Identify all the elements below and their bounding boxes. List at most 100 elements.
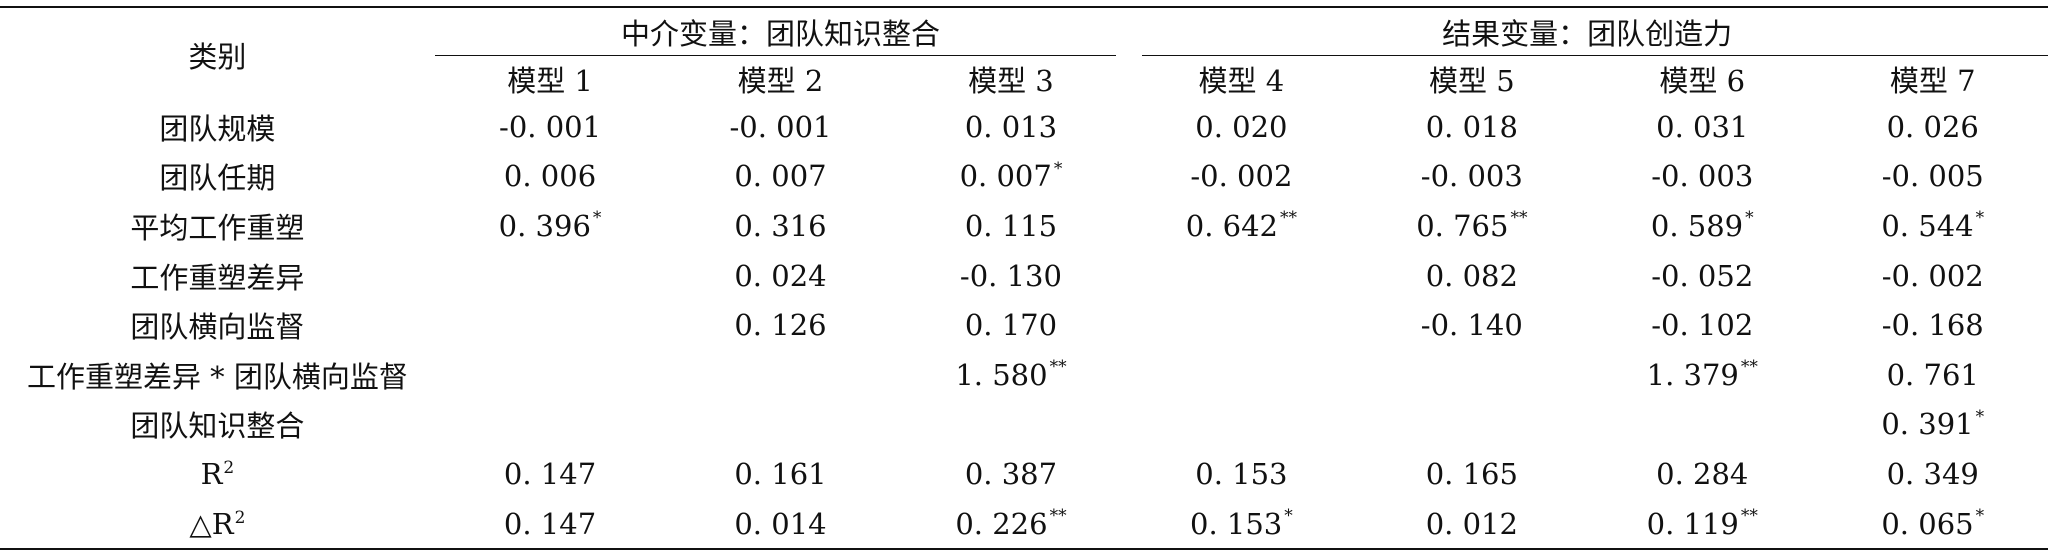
table-cell: 0. 391 * [1817, 400, 2048, 450]
table-cell: -0. 140 [1357, 300, 1587, 350]
row-label-text: 团队任期 [159, 161, 276, 196]
table-cell: 0. 126 [665, 300, 895, 350]
significance-marker: * [1745, 208, 1754, 229]
row-label-text: 团队知识整合 [130, 409, 305, 444]
significance-marker: * [1975, 505, 1985, 526]
table-cell: -0. 102 [1587, 300, 1817, 350]
group-underline-mediator [434, 55, 1117, 56]
table-cell: 0. 544 * [1817, 201, 2048, 251]
cell-value: 0. 761 [1886, 357, 1979, 392]
table-row: 工作重塑差异 * 团队横向监督 1. 580 ** 1. 379 ** 0. 761 [0, 350, 2048, 400]
table-cell [665, 350, 895, 400]
table-cell: 0. 284 [1587, 449, 1817, 499]
row-label-text: 平均工作重塑 [130, 210, 305, 245]
significance-marker: ** [1740, 357, 1758, 378]
category-header: 类别 [0, 6, 435, 102]
cell-value: 0. 014 [734, 506, 827, 541]
table-cell [435, 251, 665, 301]
model-header-1: 模型 1 [507, 64, 593, 98]
model-header-3: 模型 3 [968, 64, 1054, 98]
cell-value: -0. 102 [1651, 308, 1754, 343]
cell-value: 0. 031 [1656, 109, 1749, 144]
table-cell [1126, 251, 1356, 301]
table-cell: 0. 316 [665, 201, 895, 251]
table-cell: 0. 018 [1357, 102, 1587, 152]
table-cell: 0. 170 [896, 300, 1126, 350]
cell-value: 0. 396 [498, 208, 591, 243]
cell-value: -0. 003 [1651, 159, 1754, 194]
cell-value: 0. 126 [734, 308, 827, 343]
table-cell: 0. 007 * [896, 152, 1126, 202]
cell-value: 0. 589 [1650, 208, 1744, 243]
cell-value: 0. 018 [1425, 109, 1518, 144]
table-cell [896, 400, 1126, 450]
row-label-text: △R [189, 506, 234, 541]
significance-marker: ** [1280, 208, 1298, 229]
cell-value: 0. 226 [955, 506, 1048, 541]
cell-value: -0. 003 [1420, 159, 1523, 194]
table-cell: 0. 013 [896, 102, 1126, 152]
significance-marker: ** [1740, 505, 1758, 526]
table-cell: 0. 765 ** [1357, 201, 1587, 251]
group-header-mediator-label: 中介变量：团队知识整合 [620, 17, 940, 51]
significance-marker: ** [1049, 505, 1067, 526]
table-cell: 0. 119 ** [1587, 499, 1817, 550]
cell-value: 0. 284 [1656, 456, 1749, 491]
row-label-superscript: 2 [234, 507, 246, 528]
table-cell: -0. 168 [1817, 300, 2048, 350]
cell-value: 0. 544 [1881, 208, 1974, 243]
cell-value: -0. 002 [1881, 258, 1984, 293]
cell-value: 0. 387 [964, 456, 1058, 491]
cell-value: -0. 001 [729, 109, 832, 144]
table-cell: 0. 012 [1357, 499, 1587, 550]
table-row: 团队任期 0. 006 0. 007 0. 007 * -0. 002 -0. 003 -0.… [0, 152, 2048, 202]
table-cell: 0. 082 [1357, 251, 1587, 301]
table-row: △R2 0. 147 0. 014 0. 226 ** 0. 153 * 0. 012 0. 1… [0, 499, 2048, 550]
model-header-6: 模型 6 [1659, 64, 1746, 98]
group-header-mediator: 中介变量：团队知识整合 [434, 6, 1127, 56]
significance-marker: * [1053, 158, 1063, 179]
table-cell: 0. 020 [1126, 102, 1356, 152]
table-cell: 0. 026 [1817, 102, 2048, 152]
cell-value: 0. 316 [734, 208, 827, 243]
table-cell: 0. 387 [896, 449, 1126, 499]
cell-value: 0. 349 [1886, 456, 1979, 491]
cell-value: 0. 020 [1195, 109, 1288, 144]
table-cell: -0. 001 [435, 102, 665, 152]
row-label: 团队任期 [0, 152, 435, 202]
table-cell: 0. 147 [435, 449, 665, 499]
cell-value: 0. 012 [1425, 506, 1518, 541]
table-cell: 0. 065 * [1817, 499, 2048, 550]
significance-marker: * [1284, 505, 1293, 526]
table-cell: -0. 001 [665, 102, 895, 152]
cell-value: 0. 391 [1881, 407, 1974, 442]
regression-results-table: 类别 中介变量：团队知识整合 结果变量：团队创造力 模型 1 模型 2 模型 3… [0, 6, 2048, 550]
cell-value: 0. 024 [734, 258, 827, 293]
table-cell [435, 300, 665, 350]
table-cell: 0. 024 [665, 251, 895, 301]
table-cell [1357, 350, 1587, 400]
regression-table-container: 类别 中介变量：团队知识整合 结果变量：团队创造力 模型 1 模型 2 模型 3… [0, 6, 2048, 550]
table-row: 团队规模 -0. 001 -0. 001 0. 013 0. 020 0. 018 0. 0… [0, 102, 2048, 152]
row-label: 工作重塑差异 [0, 251, 435, 301]
table-cell [435, 350, 665, 400]
table-cell: 0. 007 [665, 152, 895, 202]
cell-value: 0. 007 [959, 159, 1052, 194]
table-cell: -0. 002 [1126, 152, 1356, 202]
row-label-superscript: 2 [223, 458, 235, 479]
significance-marker: ** [1510, 208, 1528, 229]
group-header-outcome: 结果变量：团队创造力 [1126, 6, 2048, 56]
model-header-2: 模型 2 [737, 64, 824, 98]
row-label-text: 团队规模 [159, 111, 276, 146]
cell-value: -0. 002 [1190, 159, 1293, 194]
table-cell: 0. 349 [1817, 449, 2048, 499]
significance-marker: * [1975, 208, 1985, 229]
cell-value: 0. 013 [964, 109, 1058, 144]
table-cell: -0. 002 [1817, 251, 2048, 301]
cell-value: 0. 153 [1190, 506, 1283, 541]
cell-value: 0. 026 [1886, 109, 1979, 144]
group-header-outcome-label: 结果变量：团队创造力 [1442, 17, 1733, 51]
cell-value: -0. 130 [959, 258, 1062, 293]
table-row: 平均工作重塑 0. 396 * 0. 316 0. 115 0. 642 ** 0. 765 *… [0, 201, 2048, 251]
table-cell: 0. 161 [665, 449, 895, 499]
